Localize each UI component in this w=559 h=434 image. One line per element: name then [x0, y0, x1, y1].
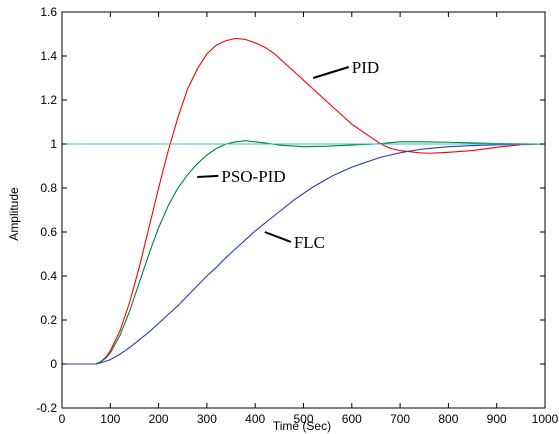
- x-tick-label: 600: [342, 412, 362, 426]
- x-tick-label: 500: [293, 412, 313, 426]
- y-axis-label: Amplitude: [7, 187, 21, 241]
- annotation-leader: [264, 231, 292, 243]
- x-tick-label: 700: [390, 412, 410, 426]
- plot-frame: [61, 11, 546, 409]
- y-tick-label: 0.4: [40, 269, 57, 283]
- x-tick-label: 800: [438, 412, 458, 426]
- x-tick-label: 0: [59, 412, 66, 426]
- y-tick-label: 1.6: [40, 5, 57, 19]
- series-line-flc: [62, 143, 546, 365]
- x-tick-label: 100: [100, 412, 120, 426]
- y-tick-label: 1: [50, 137, 57, 151]
- annotation-label: PID: [352, 58, 379, 77]
- annotation-label: PSO-PID: [221, 167, 285, 186]
- series-line-pid: [62, 37, 546, 365]
- plot-area: [61, 11, 546, 409]
- y-axis-ticks: -0.2 0 0.2 0.4 0.6 0.8 1 1.2 1.4 1.6: [36, 5, 545, 415]
- y-tick-label: 1.2: [40, 93, 57, 107]
- x-tick-label: 200: [149, 412, 169, 426]
- x-tick-label: 300: [197, 412, 217, 426]
- x-tick-label: 400: [245, 412, 265, 426]
- annotation-leader: [197, 174, 219, 178]
- y-tick-label: 0.2: [40, 313, 57, 327]
- y-tick-label: 0.6: [40, 225, 57, 239]
- y-tick-label: 1.4: [40, 49, 57, 63]
- y-tick-label: 0: [50, 357, 57, 371]
- x-axis-ticks: 0 100 200 300 400 500 600 700 800 900 1000: [59, 12, 559, 426]
- annotation-leader: [312, 66, 350, 79]
- y-tick-label: 0.8: [40, 181, 57, 195]
- annotations: PID PSO-PID FLC: [197, 58, 379, 252]
- x-tick-label: 1000: [532, 412, 559, 426]
- y-tick-label: -0.2: [36, 401, 57, 415]
- x-axis-label: Time (Sec): [273, 419, 331, 433]
- annotation-label: FLC: [294, 233, 325, 252]
- x-tick-label: 900: [487, 412, 507, 426]
